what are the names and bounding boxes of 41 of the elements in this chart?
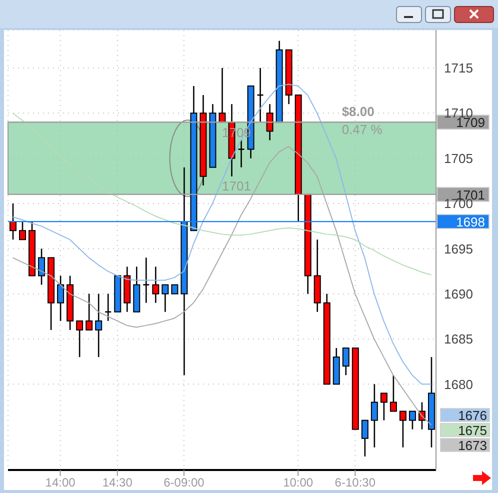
line-series [12, 84, 432, 385]
y-tick-label: 1685 [444, 332, 473, 347]
candlestick [104, 293, 112, 322]
candlestick [408, 410, 416, 430]
candlestick [38, 248, 46, 286]
annotation: 1701 [222, 178, 251, 194]
candlestick [86, 293, 93, 331]
candlestick [380, 392, 388, 421]
candlestick [19, 220, 26, 240]
candlestick [171, 284, 178, 294]
x-tick-label: 14:30 [102, 476, 133, 490]
candlestick [142, 257, 150, 304]
text: 1673 [440, 438, 490, 453]
candlestick [238, 140, 245, 168]
candlestick [399, 410, 406, 448]
candlestick [266, 103, 274, 141]
text: 1676 [440, 408, 490, 423]
candlestick [10, 202, 16, 240]
candlestick [57, 275, 64, 322]
y-tick-label: 1690 [444, 286, 473, 302]
x-tick-label: 14:00 [45, 476, 76, 490]
candlestick [95, 293, 102, 358]
x-tick-label: 10:00 [283, 476, 314, 490]
y-tick-label: 1705 [444, 150, 473, 166]
x-tick-label: 6-09:00 [164, 476, 205, 490]
y-tick-label: 1680 [444, 376, 473, 392]
annotation: $8.00 [342, 104, 374, 120]
candlestick [162, 284, 169, 313]
x-tick-label: 6-10:30 [334, 476, 376, 490]
candlestick [390, 374, 397, 412]
candlestick [218, 67, 226, 123]
candlestick [76, 320, 84, 358]
candlestick [361, 420, 368, 458]
y-tick-label: 1715 [444, 60, 473, 76]
ref-line-label: 1698 [456, 214, 485, 230]
y-tick-label: 1695 [444, 241, 473, 256]
candlestick [152, 266, 160, 304]
text: 1675 [440, 423, 490, 438]
candlestick [342, 347, 350, 376]
candlestick [370, 384, 378, 448]
annotation: 0.47 % [342, 122, 383, 138]
